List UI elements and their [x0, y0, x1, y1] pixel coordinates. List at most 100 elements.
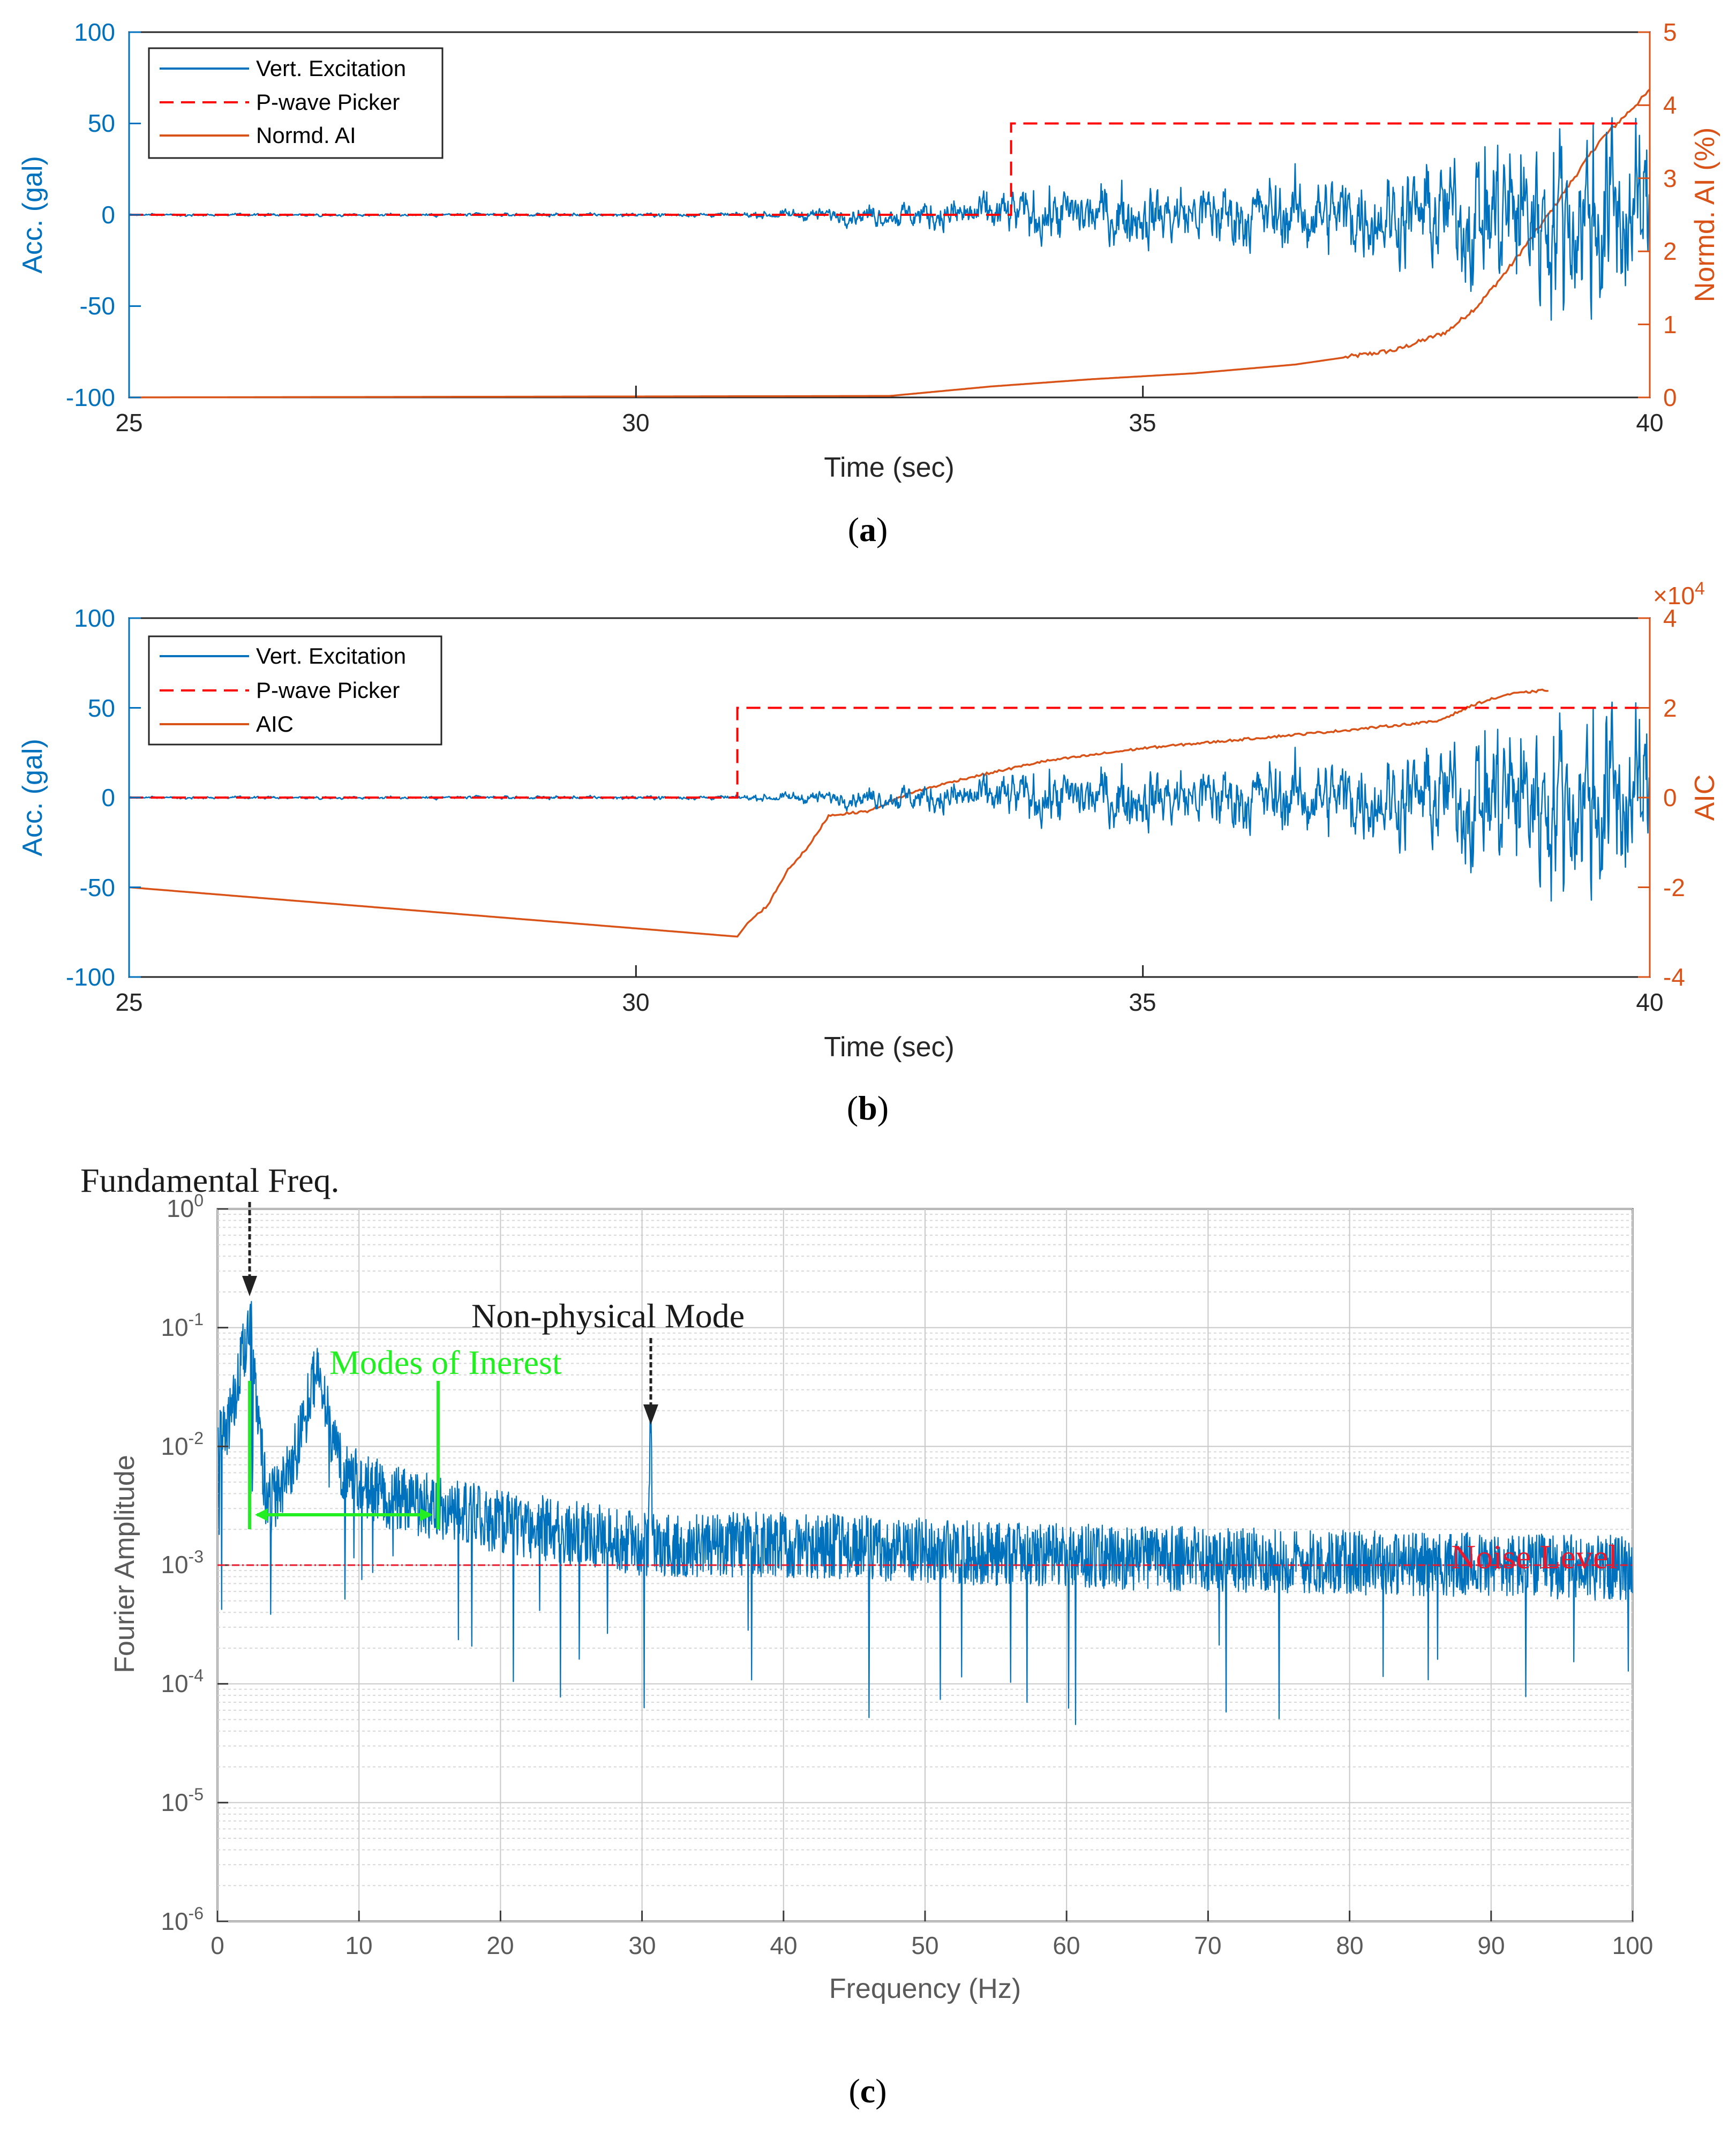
picker-group-a — [129, 122, 1640, 216]
y2-tick-label: 4 — [1663, 91, 1677, 119]
tick-exp: -2 — [189, 1429, 204, 1448]
y-tick-label: 10-2 — [161, 1429, 204, 1460]
x-tick-label: 60 — [1053, 1931, 1080, 1959]
legend-label: AIC — [256, 711, 294, 736]
signal-group-a — [129, 117, 1650, 321]
tick-exp: 0 — [194, 1191, 204, 1210]
y2-tick-label: 2 — [1663, 694, 1677, 722]
tick-exp: -3 — [189, 1547, 204, 1566]
exp-power: 4 — [1695, 578, 1705, 599]
x-tick-label: 20 — [486, 1931, 514, 1959]
noise-level-label: Noise Level — [1451, 1538, 1618, 1576]
tick-base: 10 — [161, 1432, 188, 1460]
caption-b: (b) — [847, 1089, 889, 1127]
y2-tick-label: 3 — [1663, 164, 1677, 192]
caption-c: (c) — [848, 2072, 886, 2110]
modes-of-interest-label: Modes of Inerest — [329, 1343, 562, 1381]
x-tick-label: 25 — [115, 988, 142, 1016]
y-tick-labels: 100 10-1 10-2 10-3 10-4 10-5 10-6 — [161, 1191, 204, 1935]
y-tick-label: -100 — [66, 384, 115, 411]
x-tick-label: 30 — [622, 988, 649, 1016]
y2-tick-label: 5 — [1663, 18, 1677, 46]
x-axis-label: Time (sec) — [824, 1032, 955, 1063]
picker-group-b — [129, 707, 1640, 799]
tick-base: 10 — [161, 1313, 188, 1341]
y-tick-label: 100 — [167, 1191, 204, 1222]
panel-b: 100 50 0 -50 -100 4 2 0 -2 -4 ×104 25 30… — [17, 578, 1720, 1127]
signal-group-b — [129, 701, 1650, 902]
fundamental-freq-label: Fundamental Freq. — [80, 1161, 339, 1199]
signal-line — [129, 117, 1650, 321]
exp-base: ×10 — [1653, 582, 1695, 610]
y-tick-label: 50 — [88, 694, 115, 722]
panel-c: Noise Level 100 10-1 10-2 10-3 10-4 10-5… — [80, 1161, 1653, 2110]
y-tick-label: -50 — [80, 292, 115, 320]
y-tick-label: 0 — [101, 784, 115, 811]
legend-b: Vert. Excitation P-wave Picker AIC — [148, 635, 442, 746]
legend-label: Vert. Excitation — [256, 56, 406, 81]
legend-label: Vert. Excitation — [256, 643, 406, 668]
spectrum-line — [217, 1301, 1633, 1725]
x-tick-label: 35 — [1129, 409, 1156, 437]
x-axis-label: Time (sec) — [824, 452, 955, 483]
x-axis-label: Frequency (Hz) — [829, 1973, 1021, 2004]
y-tick-label: -50 — [80, 874, 115, 901]
y-axis-label: Acc. (gal) — [17, 739, 48, 856]
tick-base: 10 — [161, 1907, 188, 1935]
y-tick-label: -100 — [66, 963, 115, 991]
picker-line — [129, 122, 1640, 216]
y2-tick-label: -4 — [1663, 963, 1685, 991]
y2-tick-label: 0 — [1663, 784, 1677, 811]
x-tick-label: 30 — [622, 409, 649, 437]
y-axis-label: Fourier Amplitude — [109, 1455, 140, 1673]
tick-exp: -1 — [189, 1310, 204, 1329]
tick-exp: -5 — [189, 1785, 204, 1804]
legend-a: Vert. Excitation P-wave Picker Normd. AI — [148, 47, 444, 159]
tick-exp: -4 — [189, 1666, 204, 1685]
tick-base: 10 — [161, 1551, 188, 1579]
y2-exponent: ×104 — [1653, 578, 1705, 610]
curve-line — [129, 88, 1651, 399]
y-tick-label: 10-5 — [161, 1785, 204, 1816]
spectrum-group-c — [217, 1301, 1633, 1725]
legend-label: Normd. AI — [256, 123, 356, 148]
curve-group-b — [129, 688, 1549, 938]
x-tick-label: 90 — [1477, 1931, 1505, 1959]
tick-base: 10 — [161, 1670, 188, 1697]
non-physical-arrowhead-icon — [643, 1404, 658, 1425]
x-tick-label: 80 — [1336, 1931, 1363, 1959]
y-axis-label: Acc. (gal) — [17, 156, 48, 274]
x-tick-label: 70 — [1194, 1931, 1221, 1959]
y-tick-label: 10-1 — [161, 1310, 204, 1341]
x-tick-label: 35 — [1129, 988, 1156, 1016]
tick-group-b — [128, 617, 1651, 978]
y2-tick-label: -2 — [1663, 874, 1685, 901]
y2-tick-label: 2 — [1663, 237, 1677, 265]
y-tick-label: 0 — [101, 201, 115, 229]
x-tick-label: 10 — [345, 1931, 372, 1959]
curve-line — [129, 688, 1549, 938]
y-tick-label: 10-4 — [161, 1666, 204, 1697]
legend-label: P-wave Picker — [256, 89, 400, 115]
signal-line — [129, 701, 1650, 902]
y-tick-label: 100 — [74, 18, 115, 46]
caption-letter: b — [858, 1089, 877, 1127]
y-tick-label: 100 — [74, 604, 115, 632]
x-tick-label: 100 — [1612, 1931, 1654, 1959]
x-tick-label: 40 — [770, 1931, 797, 1959]
y2-tick-label: 1 — [1663, 311, 1677, 339]
x-tick-label: 30 — [628, 1931, 656, 1959]
y2-axis-label: AIC — [1689, 775, 1720, 821]
y-tick-label: 10-3 — [161, 1547, 204, 1579]
fundamental-arrowhead-icon — [242, 1276, 257, 1296]
x-tick-label: 50 — [911, 1931, 938, 1959]
picker-line — [129, 707, 1640, 799]
y-tick-label: 50 — [88, 109, 115, 137]
non-physical-mode-label: Non-physical Mode — [471, 1297, 745, 1335]
tick-group-a — [128, 31, 1651, 399]
legend-box — [148, 47, 444, 159]
y2-tick-label: 0 — [1663, 384, 1677, 411]
caption-letter: c — [860, 2072, 875, 2110]
caption-a: (a) — [848, 510, 888, 548]
